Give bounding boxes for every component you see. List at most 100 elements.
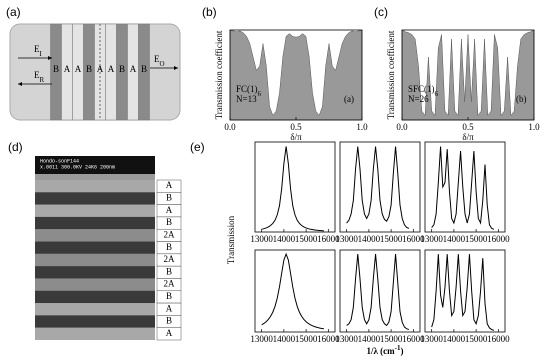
- x-tick-label: 1.0: [528, 122, 540, 132]
- plot-frame: [424, 249, 506, 333]
- annotation-text: (a): [344, 94, 354, 104]
- x-tick-label: 16000: [487, 334, 510, 344]
- micrograph-layer: [35, 266, 155, 279]
- x-tick-label: 14000: [358, 234, 381, 244]
- layer-label: A: [130, 64, 137, 74]
- panel-label: (c): [374, 5, 388, 19]
- plot-frame: [254, 141, 336, 233]
- annotation: N=13: [236, 94, 257, 104]
- annotation-sub: 6: [435, 90, 439, 98]
- annotation-text: SFC(1): [408, 84, 435, 94]
- x-axis-label: δ/π: [462, 132, 474, 142]
- micrograph-layer: [35, 303, 155, 316]
- plot-frame: [424, 141, 506, 233]
- layer-label: B: [166, 242, 172, 252]
- x-tick-label: 15000: [465, 334, 488, 344]
- panel-label: (b): [202, 5, 217, 19]
- incident-field-main: E: [34, 44, 40, 54]
- annotation-text: N=26: [408, 94, 429, 104]
- annotation: FC(1)6: [236, 84, 262, 98]
- incident-field: EI: [34, 44, 43, 58]
- annotation: (a): [344, 94, 354, 104]
- layer-label: B: [86, 64, 92, 74]
- transmission-line: [261, 146, 324, 232]
- layer-label: B: [119, 64, 125, 74]
- transmission-line: [431, 254, 495, 331]
- layer-label: A: [166, 180, 173, 190]
- layer-label: B: [166, 316, 172, 326]
- reflected-field-sub: R: [40, 76, 45, 84]
- x-tick-label: 13000: [250, 234, 273, 244]
- annotation: SFC(1)6: [408, 84, 439, 98]
- micrograph-layer: [35, 290, 155, 304]
- micrograph-layer: [35, 241, 155, 254]
- micrograph-layer: [35, 253, 155, 267]
- reflected-field: ER: [34, 70, 45, 84]
- micrograph-layer: [35, 327, 155, 340]
- x-tick-label: 14000: [443, 334, 466, 344]
- plot-frame: [254, 249, 336, 333]
- layer-label: B: [166, 217, 172, 227]
- x-tick-label: 15000: [380, 234, 403, 244]
- output-field-main: E: [154, 54, 160, 64]
- output-field-sub: O: [160, 60, 165, 68]
- x-tick-label: 16000: [487, 234, 510, 244]
- transmission-area: [401, 29, 535, 121]
- x-tick-label: 16000: [402, 234, 425, 244]
- x-axis-label-text: 1/λ (cm: [366, 346, 395, 356]
- transmission-line: [261, 252, 324, 330]
- x-tick-label: 0.0: [396, 122, 408, 132]
- x-tick-label: 13000: [420, 234, 443, 244]
- scale-bar-band: [35, 156, 155, 174]
- x-tick-label: 16000: [317, 334, 340, 344]
- annotation: N=26: [408, 94, 429, 104]
- plot-frame: [339, 141, 421, 233]
- layer-label: B: [53, 64, 59, 74]
- layer-label: B: [166, 266, 172, 276]
- x-tick-label: 13000: [335, 334, 358, 344]
- x-tick-label: 14000: [273, 234, 296, 244]
- panel-label: (a): [6, 5, 21, 19]
- layer-label: A: [166, 328, 173, 338]
- y-axis-label: Transmission coefficient: [214, 30, 224, 119]
- y-axis-label: Transmission coefficient: [386, 30, 396, 119]
- layer-label: B: [166, 291, 172, 301]
- x-tick-label: 0.5: [290, 122, 302, 132]
- panel-label: (d): [8, 140, 23, 154]
- micrograph-info: x.0011 300.0KV 24K6 200nm: [40, 164, 115, 170]
- x-tick-label: 14000: [273, 334, 296, 344]
- y-axis-label: Transmission: [226, 215, 236, 264]
- x-axis-label: 1/λ (cm-1): [366, 344, 403, 356]
- arrow-head: [174, 66, 178, 70]
- x-axis-label-close: ): [401, 346, 404, 356]
- layer-label: A: [75, 64, 82, 74]
- panel-label: (e): [190, 140, 205, 154]
- layer-label: A: [64, 64, 71, 74]
- micrograph-layer: [35, 216, 155, 230]
- arrow-head: [18, 82, 22, 86]
- annotation-text: (b): [516, 94, 527, 104]
- x-axis-label: δ/π: [290, 132, 302, 142]
- x-tick-label: 16000: [317, 234, 340, 244]
- x-tick-label: 14000: [443, 234, 466, 244]
- micrograph-layer: [35, 278, 155, 291]
- x-tick-label: 13000: [250, 334, 273, 344]
- x-axis-label-sup: -1: [395, 344, 401, 352]
- annotation-text: FC(1): [236, 84, 258, 94]
- x-tick-label: 15000: [380, 334, 403, 344]
- output-field: EO: [154, 54, 165, 68]
- layer-label: 2A: [164, 279, 176, 289]
- x-tick-label: 0.0: [224, 122, 236, 132]
- annotation-sub: 6: [258, 90, 262, 98]
- x-tick-label: 0.5: [462, 122, 474, 132]
- micrograph-layer: [35, 315, 155, 328]
- layer-label: B: [166, 193, 172, 203]
- x-tick-label: 14000: [358, 334, 381, 344]
- transmission-line: [346, 254, 410, 331]
- layer-box: [156, 327, 182, 341]
- layer-label: 2A: [164, 254, 176, 264]
- micrograph-info: Hondo-sonF144: [40, 158, 79, 164]
- micrograph-layer: [35, 180, 155, 193]
- layer-label: B: [141, 64, 147, 74]
